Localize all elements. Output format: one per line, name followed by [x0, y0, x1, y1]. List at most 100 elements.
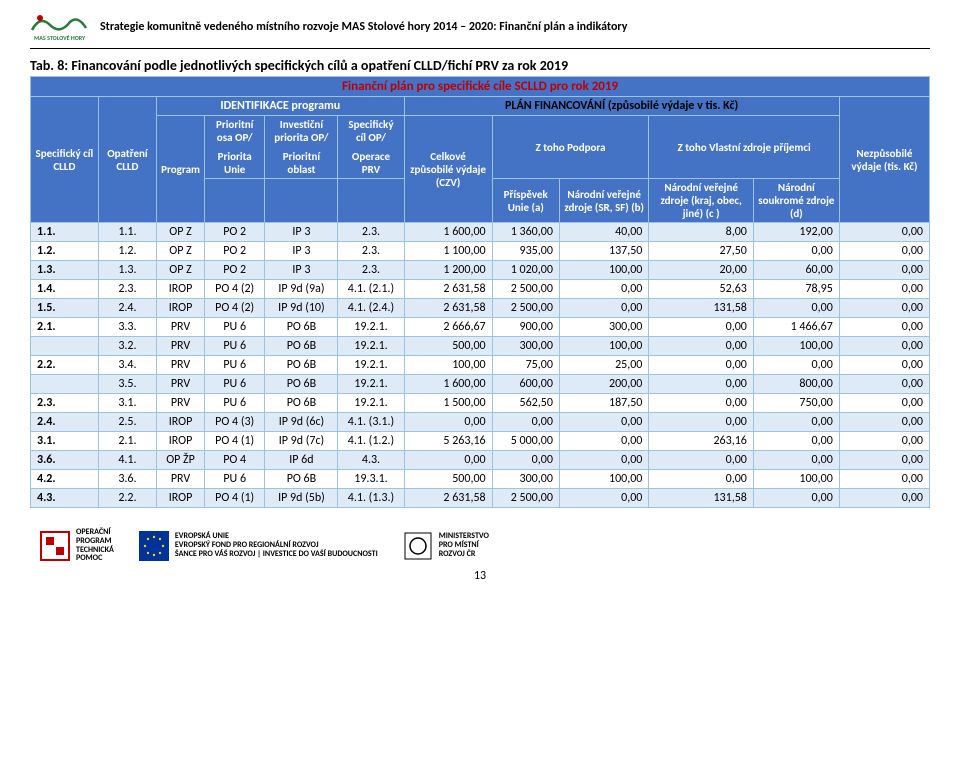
table-cell: 0,00 [404, 451, 492, 470]
table-cell: 2 500,00 [492, 299, 559, 318]
table-cell: PU 6 [204, 470, 264, 489]
col-inv-prio: Investiční priorita OP/ Prioritní oblast [265, 116, 338, 179]
table-cell: 2.3. [98, 280, 156, 299]
table-cell: 0,00 [839, 413, 929, 432]
table-cell: 0,00 [649, 394, 753, 413]
table-cell: PRV [157, 356, 205, 375]
table-cell: 750,00 [753, 394, 839, 413]
col-prio-osa: Prioritní osa OP/ Priorita Unie [204, 116, 264, 179]
finance-table: Finanční plán pro specifické cíle SCLLD … [30, 76, 930, 508]
table-cell: 2 631,58 [404, 299, 492, 318]
table-cell: 3.5. [98, 375, 156, 394]
table-cell: 800,00 [753, 375, 839, 394]
table-cell: 0,00 [559, 451, 648, 470]
table-cell: 4.1. (1.2.) [338, 432, 404, 451]
table-cell: 0,00 [559, 280, 648, 299]
table-cell: IP 9d (9a) [265, 280, 338, 299]
table-row: 1.5.2.4.IROPPO 4 (2)IP 9d (10)4.1. (2.4.… [31, 299, 930, 318]
table-cell: IROP [157, 489, 205, 508]
col-plan: PLÁN FINANCOVÁNÍ (způsobilé výdaje v tis… [404, 97, 839, 116]
table-cell: 0,00 [839, 432, 929, 451]
table-cell: 2.3. [338, 223, 404, 242]
table-cell: 0,00 [839, 299, 929, 318]
table-row: 2.3.3.1.PRVPU 6PO 6B19.2.1.1 500,00562,5… [31, 394, 930, 413]
logo-eu: EVROPSKÁ UNIE EVROPSKÝ FOND PRO REGIONÁL… [139, 531, 378, 561]
table-cell: 52,63 [649, 280, 753, 299]
table-cell: 2 500,00 [492, 489, 559, 508]
doc-title: Strategie komunitně vedeného místního ro… [100, 20, 627, 34]
table-cell: 0,00 [839, 242, 929, 261]
table-cell: 0,00 [753, 356, 839, 375]
table-cell: 0,00 [839, 356, 929, 375]
table-cell: 4.1. (2.4.) [338, 299, 404, 318]
table-cell: IP 9d (5b) [265, 489, 338, 508]
table-cell: 0,00 [559, 413, 648, 432]
table-cell: IP 6d [265, 451, 338, 470]
table-cell: 19.2.1. [338, 337, 404, 356]
table-cell: 4.3. [338, 451, 404, 470]
table-cell: 2.3. [338, 242, 404, 261]
table-cell: IROP [157, 432, 205, 451]
table-cell: 1.4. [31, 280, 99, 299]
table-cell: PO 6B [265, 375, 338, 394]
col-ident: IDENTIFIKACE programu [157, 97, 404, 116]
table-cell: 0,00 [839, 261, 929, 280]
table-cell: 20,00 [649, 261, 753, 280]
table-cell: 0,00 [839, 318, 929, 337]
table-cell: 2.1. [31, 318, 99, 337]
table-cell: 78,95 [753, 280, 839, 299]
table-row: 2.2.3.4.PRVPU 6PO 6B19.2.1.100,0075,0025… [31, 356, 930, 375]
table-cell: 131,58 [649, 489, 753, 508]
table-cell: 0,00 [559, 489, 648, 508]
page-header: MAS STOLOVÉ HORY Strategie komunitně ved… [30, 10, 930, 49]
table-cell: 100,00 [753, 337, 839, 356]
table-cell: PO 6B [265, 394, 338, 413]
table-row: 3.5.PRVPU 6PO 6B19.2.1.1 600,00600,00200… [31, 375, 930, 394]
table-cell: OP Z [157, 261, 205, 280]
table-cell: IROP [157, 299, 205, 318]
table-cell: 5 000,00 [492, 432, 559, 451]
table-cell: 40,00 [559, 223, 648, 242]
table-cell: 2.2. [31, 356, 99, 375]
table-cell: PO 4 (1) [204, 489, 264, 508]
table-cell: IROP [157, 413, 205, 432]
table-cell: 0,00 [839, 394, 929, 413]
table-cell: 0,00 [839, 375, 929, 394]
table-cell [31, 337, 99, 356]
table-cell: 1 600,00 [404, 375, 492, 394]
table-cell: 1 100,00 [404, 242, 492, 261]
table-cell: 1 360,00 [492, 223, 559, 242]
mas-logo: MAS STOLOVÉ HORY [30, 10, 90, 44]
table-cell: 900,00 [492, 318, 559, 337]
table-cell: 4.1. (2.1.) [338, 280, 404, 299]
table-cell: 2 666,67 [404, 318, 492, 337]
table-cell: PU 6 [204, 337, 264, 356]
table-cell: IP 9d (6c) [265, 413, 338, 432]
table-cell: 0,00 [649, 337, 753, 356]
table-cell: 2 631,58 [404, 489, 492, 508]
table-row: 1.2.1.2.OP ZPO 2IP 32.3.1 100,00935,0013… [31, 242, 930, 261]
table-cell: 19.2.1. [338, 356, 404, 375]
table-cell: 1.3. [31, 261, 99, 280]
table-cell [31, 375, 99, 394]
table-cell: 100,00 [559, 261, 648, 280]
table-cell: 2 631,58 [404, 280, 492, 299]
table-cell: 19.3.1. [338, 470, 404, 489]
col-narodni-c: Národní veřejné zdroje (kraj, obec, jiné… [649, 179, 753, 223]
table-cell: PRV [157, 318, 205, 337]
table-cell: 300,00 [492, 470, 559, 489]
table-cell: PU 6 [204, 375, 264, 394]
table-cell: PO 2 [204, 261, 264, 280]
table-cell: 1.1. [98, 223, 156, 242]
tab-title: Tab. 8: Financování podle jednotlivých s… [30, 57, 930, 74]
table-cell: 100,00 [559, 337, 648, 356]
table-cell: 8,00 [649, 223, 753, 242]
table-cell: 27,50 [649, 242, 753, 261]
table-cell: IP 3 [265, 223, 338, 242]
table-cell: 25,00 [559, 356, 648, 375]
table-cell: PU 6 [204, 356, 264, 375]
table-cell: 0,00 [649, 413, 753, 432]
table-row: 2.4.2.5.IROPPO 4 (3)IP 9d (6c)4.1. (3.1.… [31, 413, 930, 432]
table-cell: 3.1. [31, 432, 99, 451]
table-cell: 0,00 [753, 242, 839, 261]
